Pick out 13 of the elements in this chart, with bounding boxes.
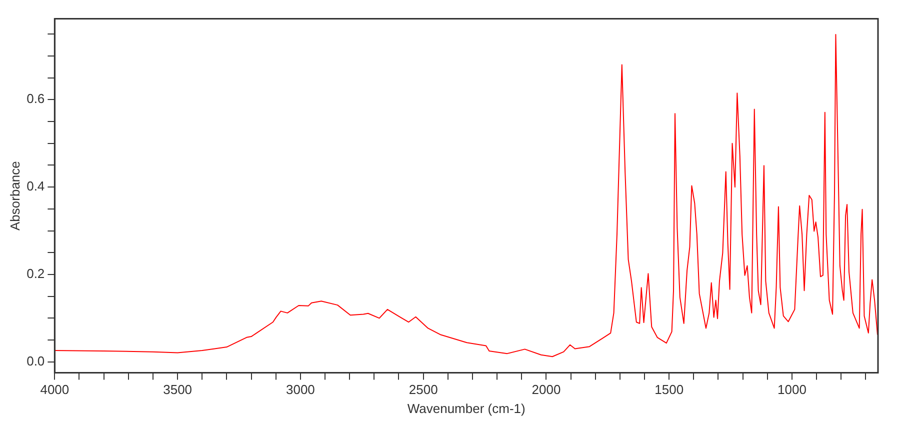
y-tick-label: 0.2	[26, 266, 45, 282]
x-axis-title: Wavenumber (cm-1)	[407, 400, 526, 416]
x-tick-label: 1500	[654, 382, 684, 398]
y-tick-label: 0.4	[26, 178, 45, 194]
x-tick-label: 2500	[408, 382, 438, 398]
x-tick-label: 4000	[40, 382, 70, 398]
y-tick-label: 0.6	[26, 91, 45, 106]
x-tick-label: 1000	[778, 382, 806, 398]
y-tick-label: 0.0	[26, 353, 45, 368]
x-tick-label: 3000	[286, 382, 315, 398]
y-axis-title: Absorbance	[7, 161, 22, 230]
x-tick-label: 3500	[163, 382, 192, 398]
x-tick-label: 2000	[532, 382, 561, 398]
